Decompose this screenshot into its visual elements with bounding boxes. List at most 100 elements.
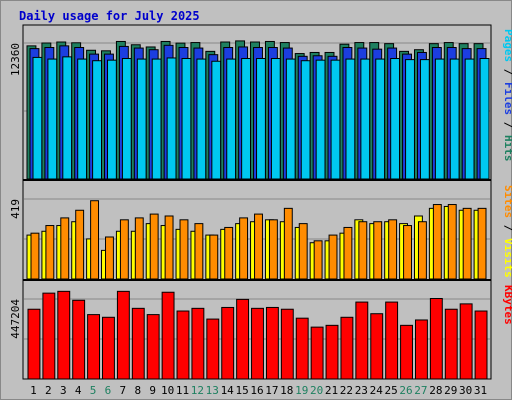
bar-pages	[345, 58, 356, 180]
bar-kbytes	[340, 316, 354, 380]
x-tick-label: 15	[235, 384, 248, 397]
series-axis-label-part: /	[502, 218, 512, 238]
bar-sites	[388, 219, 398, 280]
bar-sites	[462, 207, 472, 280]
bar-pages	[419, 59, 430, 180]
bar-kbytes	[116, 290, 130, 380]
bar-kbytes	[176, 310, 190, 380]
x-tick-label: 25	[385, 384, 398, 397]
bar-pages	[300, 60, 311, 180]
bar-kbytes	[474, 310, 488, 380]
chart-title: Daily usage for July 2025	[19, 9, 200, 23]
x-tick-label: 11	[176, 384, 189, 397]
x-tick-label: 1	[30, 384, 37, 397]
x-tick-label: 16	[250, 384, 263, 397]
bar-pages	[77, 58, 88, 180]
bar-kbytes	[27, 308, 41, 380]
series-axis-label-part: /	[502, 115, 512, 135]
bar-sites	[254, 213, 263, 280]
bar-pages	[181, 58, 192, 180]
bar-pages	[285, 58, 296, 180]
bar-sites	[373, 221, 383, 280]
bar-sites	[45, 225, 55, 280]
bar-pages	[256, 58, 266, 180]
bar-pages	[434, 58, 445, 180]
bar-kbytes	[355, 301, 369, 380]
bar-sites	[417, 221, 427, 280]
x-tick-label: 21	[325, 384, 338, 397]
bar-kbytes	[161, 291, 175, 380]
bar-pages	[121, 58, 132, 180]
bar-pages	[241, 58, 252, 180]
bar-pages	[270, 58, 281, 180]
bar-sites	[358, 221, 368, 280]
series-axis-label-part: Visits	[502, 238, 512, 278]
bar-sites	[298, 223, 308, 280]
bar-sites	[179, 219, 189, 280]
bar-sites	[477, 207, 487, 280]
bar-pages	[47, 58, 58, 180]
x-tick-label: 2	[45, 384, 52, 397]
bar-sites	[209, 234, 219, 280]
bar-sites	[105, 236, 114, 280]
bar-sites	[134, 217, 144, 280]
bar-pages	[211, 60, 222, 180]
x-tick-label: 19	[295, 384, 308, 397]
bar-kbytes	[72, 299, 86, 380]
bar-sites	[239, 217, 249, 280]
x-tick-label: 22	[340, 384, 353, 397]
bar-pages	[375, 58, 386, 180]
x-tick-label: 29	[444, 384, 457, 397]
bar-sites	[447, 204, 457, 280]
x-tick-label: 6	[105, 384, 112, 397]
bar-kbytes	[221, 306, 235, 380]
bar-sites	[119, 219, 129, 280]
bar-sites	[75, 209, 85, 280]
x-tick-label: 18	[280, 384, 293, 397]
bar-kbytes	[370, 313, 384, 380]
bar-kbytes	[251, 307, 264, 380]
bar-kbytes	[57, 290, 71, 380]
bar-kbytes	[325, 324, 339, 380]
bar-pages	[32, 56, 43, 180]
x-tick-label: 17	[265, 384, 278, 397]
x-tick-label: 12	[191, 384, 204, 397]
series-axis-label: KBytes	[502, 285, 512, 325]
series-axis-label-part: Files	[502, 82, 512, 115]
bar-pages	[315, 59, 326, 180]
x-tick-label: 13	[206, 384, 219, 397]
bar-pages	[405, 59, 415, 180]
bar-sites	[30, 232, 40, 280]
bar-pages	[390, 58, 401, 180]
bar-kbytes	[87, 314, 101, 380]
x-tick-label: 9	[149, 384, 156, 397]
bar-pages	[226, 58, 237, 180]
bar-kbytes	[191, 307, 205, 380]
bar-pages	[449, 58, 460, 180]
series-axis-label: Pages / Files / Hits	[502, 29, 512, 162]
bar-pages	[360, 58, 371, 180]
x-tick-label: 5	[90, 384, 97, 397]
bar-kbytes	[310, 326, 324, 380]
bar-pages	[151, 58, 162, 180]
series-axis-label-part: KBytes	[502, 285, 512, 325]
x-tick-label: 28	[429, 384, 442, 397]
x-tick-label: 3	[60, 384, 67, 397]
bar-pages	[92, 60, 103, 180]
bar-kbytes	[265, 306, 279, 380]
x-tick-label: 24	[370, 384, 384, 397]
x-tick-label: 7	[120, 384, 127, 397]
x-tick-label: 26	[399, 384, 412, 397]
series-axis-label-part: /	[502, 62, 512, 82]
series-axis-label: Sites / Visits	[502, 185, 512, 278]
bar-kbytes	[429, 297, 443, 380]
bar-kbytes	[42, 292, 56, 380]
bar-pages	[196, 58, 207, 180]
bar-sites	[60, 217, 70, 280]
y-max-tick-label: 419	[9, 199, 22, 219]
bar-kbytes	[444, 308, 458, 380]
bar-sites	[149, 213, 159, 280]
bar-sites	[164, 215, 174, 280]
